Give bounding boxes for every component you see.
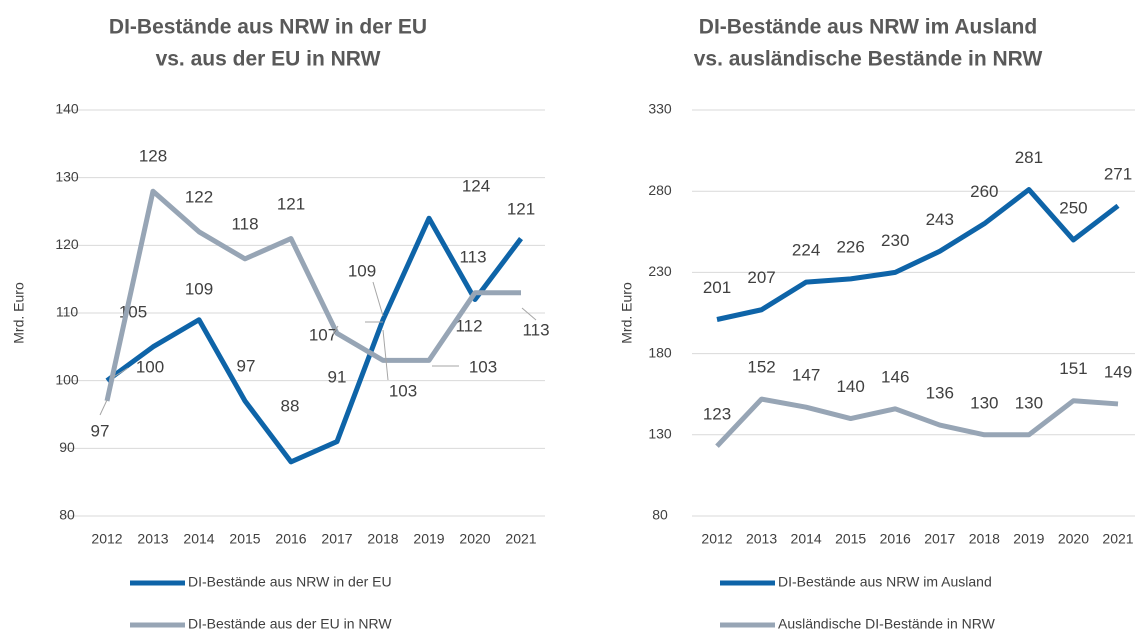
x-tick-label: 2015: [835, 531, 866, 547]
data-label: 140: [836, 377, 864, 396]
data-label: 147: [792, 366, 820, 385]
data-label: 103: [469, 357, 497, 376]
x-tick-label: 2016: [275, 531, 306, 547]
data-label: 103: [389, 381, 417, 400]
data-label: 113: [459, 247, 486, 266]
chart-title: DI-Bestände aus NRW in der EU: [109, 16, 427, 39]
data-label: 260: [970, 182, 998, 201]
leader-line: [99, 399, 108, 416]
x-tick-label: 2021: [505, 531, 536, 547]
x-tick-label: 2015: [229, 531, 260, 547]
data-label: 113: [522, 320, 549, 339]
data-label: 100: [136, 357, 164, 376]
line-series: [104, 188, 521, 402]
x-tick-label: 2012: [701, 531, 732, 547]
y-tick-label: 120: [55, 236, 79, 252]
x-tick-label: 2014: [183, 531, 214, 547]
chart-title: vs. ausländische Bestände in NRW: [694, 48, 1043, 71]
x-tick-label: 2013: [746, 531, 777, 547]
data-label: 107: [309, 325, 337, 344]
data-label: 152: [747, 358, 775, 377]
leader-line: [372, 281, 384, 317]
y-tick-label: 80: [652, 507, 668, 523]
leader-line: [111, 367, 129, 379]
data-label: 121: [277, 194, 305, 213]
y-tick-label: 280: [648, 182, 672, 198]
line-series: [105, 215, 523, 465]
x-tick-label: 2018: [367, 531, 398, 547]
data-label: 91: [328, 367, 347, 386]
data-label: 151: [1059, 359, 1087, 378]
x-tick-label: 2012: [91, 531, 122, 547]
y-tick-label: 330: [648, 101, 672, 117]
data-label: 109: [185, 279, 213, 298]
x-tick-label: 2021: [1102, 531, 1133, 547]
data-label: 123: [703, 405, 731, 424]
y-tick-label: 180: [648, 344, 672, 360]
data-label: 118: [231, 214, 258, 233]
data-label: 207: [747, 268, 775, 287]
chart-title: vs. aus der EU in NRW: [156, 48, 381, 71]
data-label: 109: [348, 261, 376, 280]
data-label: 271: [1104, 164, 1132, 183]
y-axis-label: Mrd. Euro: [619, 282, 635, 344]
x-tick-label: 2019: [1013, 531, 1044, 547]
leader-line: [382, 329, 389, 381]
y-tick-label: 80: [59, 507, 75, 523]
data-label: 122: [185, 187, 213, 206]
x-tick-label: 2020: [459, 531, 490, 547]
data-label: 201: [703, 278, 731, 297]
x-tick-label: 2019: [413, 531, 444, 547]
y-tick-label: 130: [648, 426, 672, 442]
leader-line: [521, 307, 537, 321]
legend-label: Ausländische DI-Bestände in NRW: [778, 616, 996, 632]
data-label: 130: [1015, 393, 1043, 412]
legend-label: DI-Bestände aus NRW in der EU: [188, 574, 392, 590]
data-label: 97: [91, 421, 110, 440]
y-tick-label: 130: [55, 168, 79, 184]
y-axis-label: Mrd. Euro: [11, 282, 27, 344]
x-tick-label: 2020: [1058, 531, 1089, 547]
data-label: 224: [792, 241, 820, 260]
x-tick-label: 2017: [321, 531, 352, 547]
data-label: 230: [881, 231, 909, 250]
data-label: 121: [507, 199, 535, 218]
legend-label: DI-Bestände aus NRW im Ausland: [778, 574, 992, 590]
data-label: 281: [1015, 148, 1043, 167]
data-label: 88: [281, 396, 300, 415]
line-series: [715, 396, 1119, 448]
y-tick-label: 100: [55, 371, 79, 387]
y-tick-label: 90: [59, 439, 75, 455]
x-tick-label: 2017: [924, 531, 955, 547]
legend-label: DI-Bestände aus der EU in NRW: [188, 616, 392, 632]
line-series: [716, 187, 1120, 322]
x-tick-label: 2018: [969, 531, 1000, 547]
data-label: 226: [836, 237, 864, 256]
x-tick-label: 2013: [137, 531, 168, 547]
data-label: 136: [926, 384, 954, 403]
y-tick-label: 110: [56, 304, 79, 320]
data-label: 128: [139, 146, 167, 165]
y-tick-label: 140: [55, 101, 79, 117]
data-label: 250: [1059, 198, 1087, 217]
data-label: 97: [237, 356, 256, 375]
data-label: 149: [1104, 362, 1132, 381]
data-label: 112: [455, 316, 482, 335]
x-tick-label: 2014: [791, 531, 822, 547]
leader-line: [332, 325, 339, 335]
data-label: 243: [926, 210, 954, 229]
data-label: 130: [970, 393, 998, 412]
data-label: 124: [462, 176, 490, 195]
x-tick-label: 2016: [880, 531, 911, 547]
data-label: 146: [881, 367, 909, 386]
y-tick-label: 230: [648, 263, 672, 279]
chart-title: DI-Bestände aus NRW im Ausland: [699, 16, 1037, 39]
